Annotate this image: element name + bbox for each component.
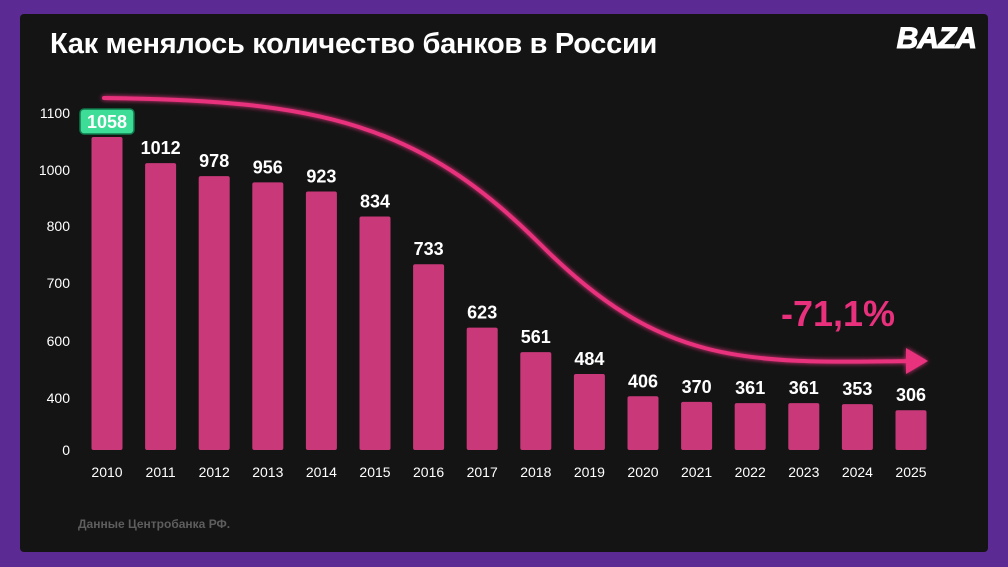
value-label: 370 [682, 377, 712, 397]
x-tick-label: 2015 [359, 464, 390, 480]
x-tick-label: 2025 [895, 464, 926, 480]
y-tick-label: 0 [62, 442, 70, 458]
value-label: 923 [306, 167, 336, 187]
x-axis: 2010 2011 2012 2013 2014 2015 2016 2017 2018 2019… [91, 464, 926, 480]
value-label: 361 [735, 378, 765, 398]
bar [841, 404, 873, 450]
x-tick-label: 2018 [520, 464, 551, 480]
bar [681, 401, 713, 450]
y-tick-label: 1000 [39, 162, 70, 178]
value-label: 484 [574, 349, 604, 369]
value-label: 1012 [141, 138, 181, 158]
value-label: 353 [842, 379, 872, 399]
bar [91, 136, 123, 450]
value-label: 561 [521, 327, 551, 347]
trend-curve [102, 96, 917, 364]
x-tick-label: 2022 [735, 464, 766, 480]
value-label: 1058 [87, 112, 127, 132]
x-tick-label: 2016 [413, 464, 444, 480]
source-note: Данные Центробанка РФ. [78, 517, 231, 531]
baza-logo: BAZA [896, 22, 977, 56]
page-title: Как менялось количество банков в России [50, 28, 658, 60]
bar [198, 176, 230, 450]
bars [91, 136, 927, 450]
bar-chart: 0 400 600 700 800 1000 1100 1058 1012 978 956 923 8… [39, 96, 928, 480]
highlight-badge [79, 108, 135, 135]
y-tick-label: 800 [47, 218, 71, 234]
value-label: 623 [467, 303, 497, 323]
bar [413, 264, 445, 450]
x-tick-label: 2019 [574, 464, 605, 480]
x-tick-label: 2010 [91, 464, 122, 480]
x-tick-label: 2020 [627, 464, 658, 480]
bar [734, 403, 766, 450]
y-tick-label: 600 [47, 333, 71, 349]
bar [359, 216, 391, 450]
x-tick-label: 2023 [788, 464, 819, 480]
y-tick-label: 400 [47, 390, 71, 406]
value-label: 406 [628, 371, 658, 391]
x-tick-label: 2014 [306, 464, 337, 480]
value-label: 978 [199, 151, 229, 171]
bar [252, 182, 284, 450]
bar [573, 374, 605, 450]
y-axis: 0 400 600 700 800 1000 1100 [39, 105, 70, 458]
value-label: 306 [896, 385, 926, 405]
value-labels: 1058 1012 978 956 923 834 733 623 561 484 406 370 36… [79, 108, 926, 405]
value-label: 361 [789, 378, 819, 398]
x-tick-label: 2011 [146, 464, 176, 480]
bar [627, 396, 659, 450]
bar [788, 403, 820, 450]
value-label: 834 [360, 191, 390, 211]
bar [895, 410, 927, 450]
bar [466, 327, 498, 450]
x-tick-label: 2012 [199, 464, 230, 480]
x-tick-label: 2021 [681, 464, 712, 480]
decline-annotation: -71,1% [781, 293, 895, 334]
trend-arrowhead [906, 348, 928, 374]
bar [520, 352, 552, 450]
value-label: 956 [253, 157, 283, 177]
bar [145, 163, 177, 450]
x-tick-label: 2013 [252, 464, 283, 480]
value-label: 733 [414, 239, 444, 259]
chart-card: Как менялось количество банков в России … [20, 14, 988, 552]
x-tick-label: 2024 [842, 464, 873, 480]
x-tick-label: 2017 [467, 464, 498, 480]
trend-arrow [102, 96, 928, 374]
y-tick-label: 700 [47, 275, 71, 291]
y-tick-label: 1100 [40, 105, 70, 121]
bar [305, 191, 337, 450]
